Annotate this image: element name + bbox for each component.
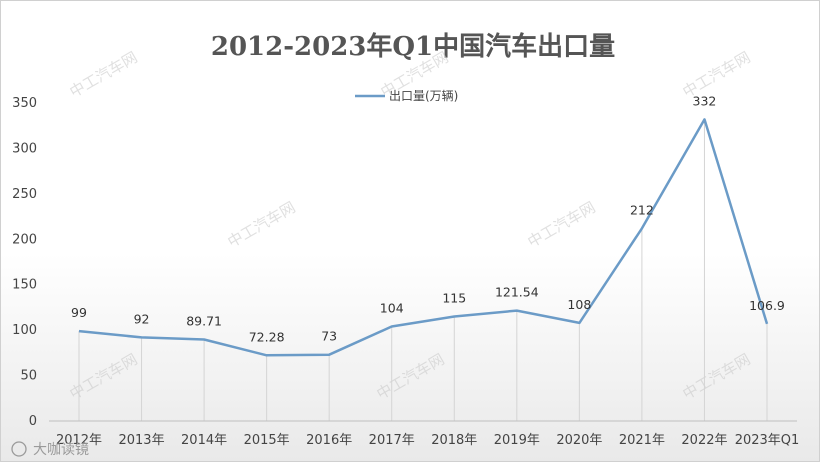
x-axis-ticks: 2012年 2013年 2014年 2015年 2016年 2017年 2018年 2019年… — [56, 433, 799, 448]
y-tick-label: 300 — [12, 141, 37, 156]
x-tick-label: 2016年 — [306, 433, 352, 448]
data-label: 92 — [134, 311, 150, 326]
x-tick-label: 2014年 — [181, 433, 227, 448]
series-line — [78, 118, 769, 357]
x-tick-label: 2012年 — [56, 433, 102, 448]
x-tick-label: 2019年 — [494, 433, 540, 448]
data-label: 89.71 — [186, 313, 222, 328]
data-label: 106.9 — [749, 298, 785, 313]
legend: 出口量(万辆) — [355, 89, 458, 103]
data-labels: 99 92 89.71 72.28 73 104 115 121.54 108 212 332 106… — [71, 93, 785, 344]
x-tick-label: 2020年 — [556, 433, 602, 448]
y-axis-ticks: 0 50 100 150 200 250 300 350 — [12, 96, 37, 429]
data-label: 108 — [567, 297, 591, 312]
y-tick-label: 250 — [12, 187, 37, 202]
x-tick-label: 2017年 — [369, 433, 415, 448]
y-tick-label: 50 — [20, 369, 37, 384]
y-tick-label: 350 — [12, 96, 37, 111]
drop-lines — [78, 119, 768, 421]
x-tick-label: 2023年Q1 — [735, 433, 800, 448]
data-label: 73 — [321, 329, 337, 344]
chart-title: 2012-2023年Q1中国汽车出口量 — [211, 31, 615, 62]
brand-text: 大咖读镜 — [33, 441, 89, 458]
x-tick-label: 2022年 — [681, 433, 727, 448]
data-label: 121.54 — [495, 285, 539, 300]
footer-brand: 大咖读镜 — [11, 441, 89, 458]
data-label: 115 — [442, 291, 466, 306]
x-tick-label: 2013年 — [118, 433, 164, 448]
data-label: 104 — [380, 301, 404, 316]
x-tick-label: 2015年 — [244, 433, 290, 448]
data-label: 99 — [71, 305, 87, 320]
brand-logo-icon — [11, 441, 27, 457]
y-tick-label: 0 — [29, 414, 37, 429]
data-label: 212 — [630, 202, 654, 217]
x-tick-label: 2021年 — [619, 433, 665, 448]
y-tick-label: 100 — [12, 323, 37, 338]
y-tick-label: 150 — [12, 278, 37, 293]
legend-label: 出口量(万辆) — [389, 89, 458, 103]
data-label: 72.28 — [249, 329, 285, 344]
x-tick-label: 2018年 — [431, 433, 477, 448]
y-tick-label: 200 — [12, 232, 37, 247]
data-label: 332 — [693, 93, 717, 108]
